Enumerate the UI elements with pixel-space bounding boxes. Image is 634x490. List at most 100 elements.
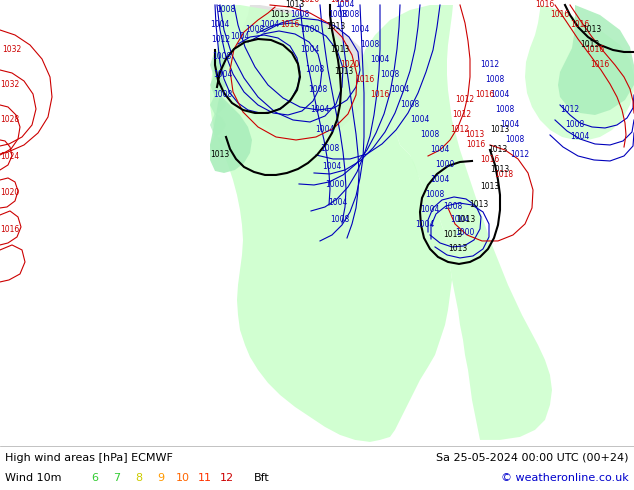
- Text: 1004: 1004: [450, 216, 470, 224]
- Text: Wind 10m: Wind 10m: [5, 473, 61, 483]
- Text: 12: 12: [220, 473, 234, 483]
- Text: 1008: 1008: [425, 191, 444, 199]
- Text: 1008: 1008: [306, 66, 325, 74]
- Text: Sa 25-05-2024 00:00 UTC (00+24): Sa 25-05-2024 00:00 UTC (00+24): [436, 453, 629, 463]
- Text: 1016: 1016: [370, 91, 390, 99]
- Text: 1008: 1008: [505, 135, 524, 145]
- Text: 1020: 1020: [1, 189, 20, 197]
- Text: 11: 11: [198, 473, 212, 483]
- Text: 1000: 1000: [455, 228, 475, 238]
- Text: 1013: 1013: [490, 125, 510, 134]
- Text: 1024: 1024: [1, 152, 20, 162]
- Text: 1004: 1004: [430, 146, 450, 154]
- Text: 1004: 1004: [391, 85, 410, 95]
- Text: 1013: 1013: [488, 146, 508, 154]
- Text: 1013: 1013: [580, 41, 600, 49]
- Text: 9: 9: [157, 473, 165, 483]
- Text: Bft: Bft: [254, 473, 269, 483]
- Text: © weatheronline.co.uk: © weatheronline.co.uk: [501, 473, 629, 483]
- Text: 1016: 1016: [1, 225, 20, 234]
- Text: 1012: 1012: [455, 96, 475, 104]
- Text: 1000: 1000: [301, 25, 320, 34]
- Polygon shape: [360, 5, 552, 440]
- Text: 1008: 1008: [443, 202, 463, 212]
- Text: 1004: 1004: [335, 0, 354, 9]
- Text: 1004: 1004: [571, 132, 590, 142]
- Polygon shape: [210, 135, 226, 155]
- Text: 1013: 1013: [210, 150, 230, 159]
- Text: 8: 8: [136, 473, 143, 483]
- Text: 1013: 1013: [330, 46, 349, 54]
- Text: 1012: 1012: [510, 150, 529, 159]
- Text: 1032: 1032: [1, 80, 20, 90]
- Text: 1032: 1032: [3, 46, 22, 54]
- Text: 1008: 1008: [216, 5, 236, 15]
- Text: 1013: 1013: [285, 0, 304, 9]
- Text: 1004: 1004: [500, 121, 520, 129]
- Text: 1013: 1013: [334, 68, 354, 76]
- Text: 1008: 1008: [340, 10, 359, 20]
- Text: 1028: 1028: [1, 116, 20, 124]
- Text: 1016: 1016: [476, 91, 495, 99]
- Text: 1013: 1013: [465, 130, 484, 140]
- Text: 1008: 1008: [566, 121, 585, 129]
- Text: 1012: 1012: [211, 35, 231, 45]
- Text: 1008: 1008: [380, 71, 399, 79]
- Text: 1004: 1004: [490, 91, 510, 99]
- Polygon shape: [210, 95, 226, 115]
- Text: 1004: 1004: [351, 25, 370, 34]
- Text: 1013: 1013: [443, 230, 463, 240]
- Text: 6: 6: [91, 473, 98, 483]
- Polygon shape: [210, 95, 252, 173]
- Text: 1004: 1004: [230, 32, 250, 42]
- Text: 1004: 1004: [328, 198, 347, 207]
- Text: 1016: 1016: [585, 46, 605, 54]
- Polygon shape: [525, 5, 634, 140]
- Text: 1004: 1004: [315, 125, 335, 134]
- Polygon shape: [210, 50, 226, 80]
- Polygon shape: [210, 5, 452, 442]
- Text: 1016: 1016: [467, 141, 486, 149]
- Text: 1004: 1004: [213, 71, 233, 79]
- Text: 1004: 1004: [322, 163, 342, 172]
- Text: 1008: 1008: [360, 41, 380, 49]
- Text: 1008: 1008: [245, 25, 264, 34]
- Text: 1004: 1004: [430, 175, 450, 184]
- Text: 1016: 1016: [280, 21, 300, 29]
- Text: 1016: 1016: [330, 0, 349, 4]
- Text: 1000: 1000: [325, 180, 345, 190]
- Text: 1013: 1013: [448, 245, 468, 253]
- Text: 1008: 1008: [212, 52, 231, 61]
- Text: 1016: 1016: [590, 60, 610, 70]
- Text: 1016: 1016: [356, 75, 375, 84]
- Text: 1008: 1008: [214, 91, 233, 99]
- Text: 1020: 1020: [340, 60, 359, 70]
- Text: 1012: 1012: [450, 125, 470, 134]
- Text: 1013: 1013: [469, 200, 489, 209]
- Text: 1008: 1008: [495, 105, 515, 115]
- Text: 1000: 1000: [436, 160, 455, 170]
- Text: 1008: 1008: [290, 10, 309, 20]
- Text: 1013: 1013: [327, 23, 346, 31]
- Text: 1018: 1018: [495, 171, 514, 179]
- Polygon shape: [558, 5, 634, 115]
- Text: 1004: 1004: [410, 116, 430, 124]
- Text: 1008: 1008: [330, 216, 349, 224]
- Text: 1016: 1016: [481, 155, 500, 165]
- Text: 1020: 1020: [301, 0, 320, 4]
- Text: 1004: 1004: [210, 21, 230, 29]
- Text: 10: 10: [176, 473, 190, 483]
- Text: 1008: 1008: [420, 130, 439, 140]
- Text: 1004: 1004: [261, 21, 280, 29]
- Text: 1013: 1013: [490, 166, 510, 174]
- Text: 1004: 1004: [301, 46, 320, 54]
- Text: 1012: 1012: [560, 105, 579, 115]
- Polygon shape: [215, 5, 370, 139]
- Polygon shape: [210, 73, 226, 97]
- Text: 1016: 1016: [535, 0, 555, 9]
- Text: 1016: 1016: [550, 10, 569, 20]
- Text: 1012: 1012: [481, 60, 500, 70]
- Text: 1013: 1013: [481, 182, 500, 192]
- Text: 1008: 1008: [328, 10, 347, 20]
- Text: High wind areas [hPa] ECMWF: High wind areas [hPa] ECMWF: [5, 453, 173, 463]
